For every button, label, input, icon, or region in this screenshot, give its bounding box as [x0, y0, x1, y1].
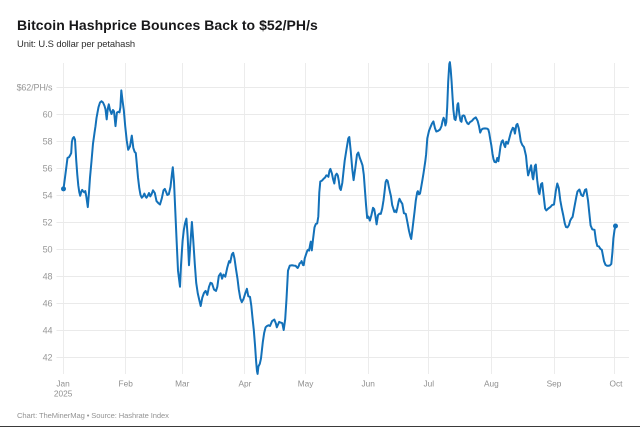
- svg-text:44: 44: [43, 325, 53, 335]
- svg-text:May: May: [298, 379, 315, 389]
- svg-text:56: 56: [43, 163, 53, 173]
- svg-text:58: 58: [43, 136, 53, 146]
- svg-text:52: 52: [43, 217, 53, 227]
- svg-text:Feb: Feb: [119, 379, 134, 389]
- svg-text:$62/PH/s: $62/PH/s: [17, 82, 53, 92]
- svg-text:60: 60: [43, 109, 53, 119]
- svg-text:50: 50: [43, 244, 53, 254]
- svg-text:Apr: Apr: [238, 379, 251, 389]
- svg-text:Jan: Jan: [56, 379, 70, 389]
- svg-text:54: 54: [43, 190, 53, 200]
- svg-text:42: 42: [43, 352, 53, 362]
- svg-text:Jul: Jul: [423, 379, 434, 389]
- svg-text:Aug: Aug: [484, 379, 499, 389]
- svg-text:Sep: Sep: [547, 379, 562, 389]
- svg-text:2025: 2025: [54, 388, 73, 398]
- svg-text:48: 48: [43, 271, 53, 281]
- svg-text:Mar: Mar: [175, 379, 190, 389]
- svg-text:46: 46: [43, 298, 53, 308]
- svg-text:Oct: Oct: [610, 379, 624, 389]
- svg-text:Jun: Jun: [362, 379, 376, 389]
